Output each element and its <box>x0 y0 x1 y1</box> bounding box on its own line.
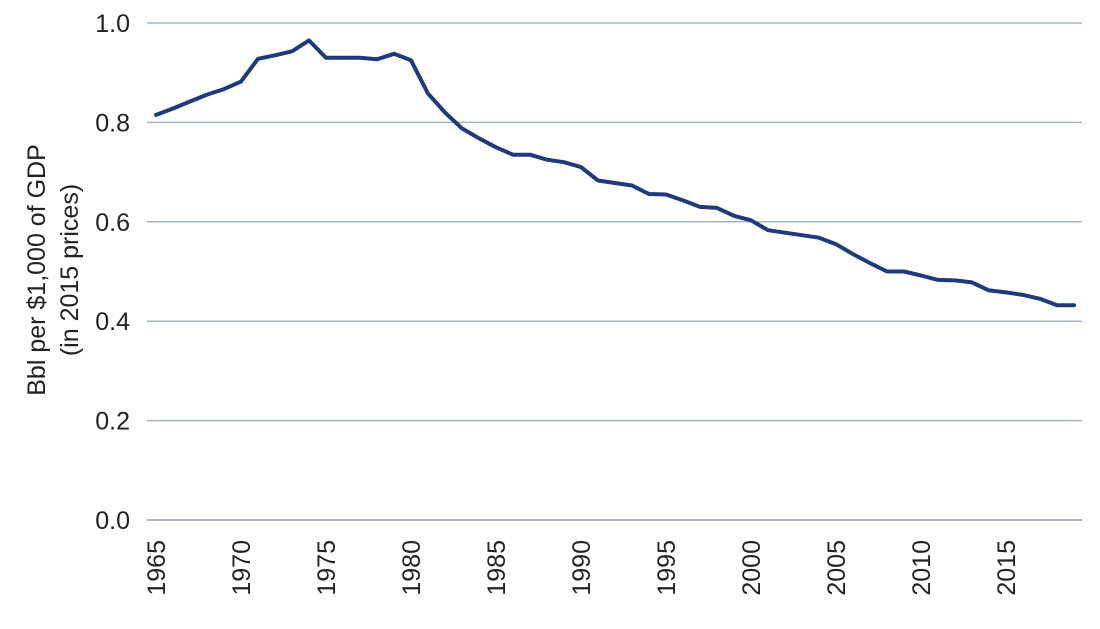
y-tick-label: 0.8 <box>95 109 130 137</box>
x-tick-label: 2000 <box>738 540 766 596</box>
series-layer <box>154 38 1076 308</box>
x-tick-label: 1990 <box>568 540 596 596</box>
y-axis-title-line-1: Bbl per $1,000 of GDP <box>23 144 51 396</box>
x-tick-label: 1975 <box>313 540 341 596</box>
y-tick-label: 0.4 <box>95 308 130 336</box>
x-tick-label: 2015 <box>993 540 1021 596</box>
x-tick-label: 2005 <box>823 540 851 596</box>
gridlines <box>147 22 1082 521</box>
x-tick-label: 1985 <box>483 540 511 596</box>
x-tick-label: 1995 <box>653 540 681 596</box>
series-line <box>154 38 1076 308</box>
y-axis-tick-labels: 0.0 0.2 0.4 0.6 0.8 1.0 <box>95 10 130 535</box>
y-tick-label: 0.6 <box>95 209 130 237</box>
x-axis-tick-labels: 1965 1970 1975 1980 1985 1990 1995 2000 2005 2010… <box>143 540 1021 596</box>
y-axis-title-line-2: (in 2015 prices) <box>56 184 84 356</box>
x-tick-label: 2010 <box>908 540 936 596</box>
x-tick-label: 1970 <box>228 540 256 596</box>
x-tick-label: 1965 <box>143 540 171 596</box>
y-tick-label: 1.0 <box>95 10 130 38</box>
y-tick-label: 0.0 <box>95 507 130 535</box>
x-tick-label: 1980 <box>398 540 426 596</box>
y-tick-label: 0.2 <box>95 408 130 436</box>
